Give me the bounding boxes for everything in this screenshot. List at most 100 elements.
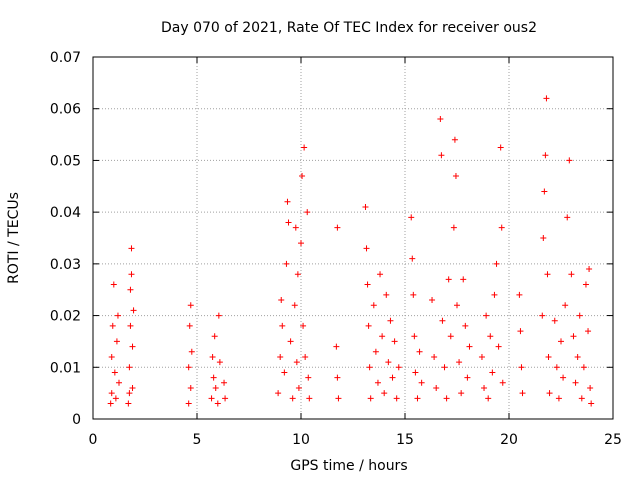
data-point — [125, 400, 132, 407]
y-tick-label: 0.06 — [50, 102, 81, 118]
data-point — [107, 400, 114, 407]
data-point — [414, 395, 421, 402]
data-point — [438, 152, 445, 159]
data-point — [409, 255, 416, 262]
data-point — [495, 343, 502, 350]
data-point — [437, 116, 444, 123]
data-point — [431, 353, 438, 360]
data-point — [458, 390, 465, 397]
data-point — [362, 203, 369, 210]
chart-title: Day 070 of 2021, Rate Of TEC Index for r… — [161, 20, 537, 36]
data-point — [287, 338, 294, 345]
data-point — [127, 286, 134, 293]
data-point — [379, 333, 386, 340]
data-point — [441, 364, 448, 371]
data-point — [493, 260, 500, 267]
data-point — [278, 297, 285, 304]
data-point — [279, 322, 286, 329]
x-tick-label: 20 — [500, 432, 518, 448]
data-point — [381, 390, 388, 397]
data-point — [284, 198, 291, 205]
data-point — [188, 348, 195, 355]
data-point — [464, 374, 471, 381]
data-point — [588, 400, 595, 407]
data-point — [295, 384, 302, 391]
data-point — [108, 390, 115, 397]
data-point — [456, 359, 463, 366]
data-point — [333, 343, 340, 350]
data-point — [185, 400, 192, 407]
data-point — [292, 224, 299, 231]
data-point — [418, 379, 425, 386]
data-point — [294, 271, 301, 278]
data-point — [518, 364, 525, 371]
data-point — [460, 276, 467, 283]
data-point — [289, 395, 296, 402]
data-point — [568, 271, 575, 278]
data-point — [541, 188, 548, 195]
data-point — [543, 95, 550, 102]
data-point — [395, 364, 402, 371]
data-point — [498, 224, 505, 231]
data-point — [222, 395, 229, 402]
data-point — [555, 395, 562, 402]
data-point — [562, 302, 569, 309]
data-point — [576, 312, 583, 319]
data-point — [387, 317, 394, 324]
data-point — [542, 152, 549, 159]
data-point — [572, 379, 579, 386]
x-tick-label: 15 — [396, 432, 414, 448]
data-point — [447, 333, 454, 340]
x-tick-label: 10 — [292, 432, 310, 448]
y-tick-label: 0.01 — [50, 360, 81, 376]
y-axis-label: ROTI / TECUs — [6, 192, 22, 284]
data-point — [216, 359, 223, 366]
data-point — [377, 271, 384, 278]
data-point — [481, 384, 488, 391]
data-point — [545, 353, 552, 360]
data-point — [429, 297, 436, 304]
data-point — [580, 364, 587, 371]
data-point — [466, 343, 473, 350]
data-point — [186, 322, 193, 329]
data-point — [416, 348, 423, 355]
data-point — [128, 271, 135, 278]
data-point — [334, 374, 341, 381]
data-point — [546, 390, 553, 397]
data-point — [365, 322, 372, 329]
data-point — [586, 266, 593, 273]
data-points — [107, 95, 595, 407]
data-point — [439, 317, 446, 324]
data-point — [110, 281, 117, 288]
data-point — [116, 379, 122, 386]
data-point — [214, 400, 221, 407]
data-point — [281, 369, 288, 376]
data-point — [114, 312, 121, 319]
data-point — [283, 260, 290, 267]
data-point — [483, 312, 490, 319]
data-point — [285, 219, 292, 226]
data-point — [539, 312, 546, 319]
data-point — [570, 333, 577, 340]
data-point — [385, 359, 392, 366]
x-axis-label: GPS time / hours — [290, 458, 407, 474]
data-point — [363, 245, 370, 252]
data-point — [304, 209, 311, 216]
data-point — [462, 322, 469, 329]
data-point — [489, 369, 496, 376]
data-point — [275, 390, 282, 397]
data-point — [126, 390, 133, 397]
data-point — [108, 353, 115, 360]
data-point — [302, 353, 309, 360]
data-point — [485, 395, 492, 402]
data-point — [374, 379, 381, 386]
plot-frame — [92, 56, 614, 420]
data-point — [367, 395, 374, 402]
data-point — [298, 240, 304, 247]
data-point — [130, 307, 137, 314]
y-tick-label: 0.02 — [50, 309, 81, 325]
y-tick-label: 0.05 — [50, 153, 81, 169]
data-point — [129, 384, 136, 391]
data-point — [209, 353, 216, 360]
data-point — [334, 224, 341, 231]
